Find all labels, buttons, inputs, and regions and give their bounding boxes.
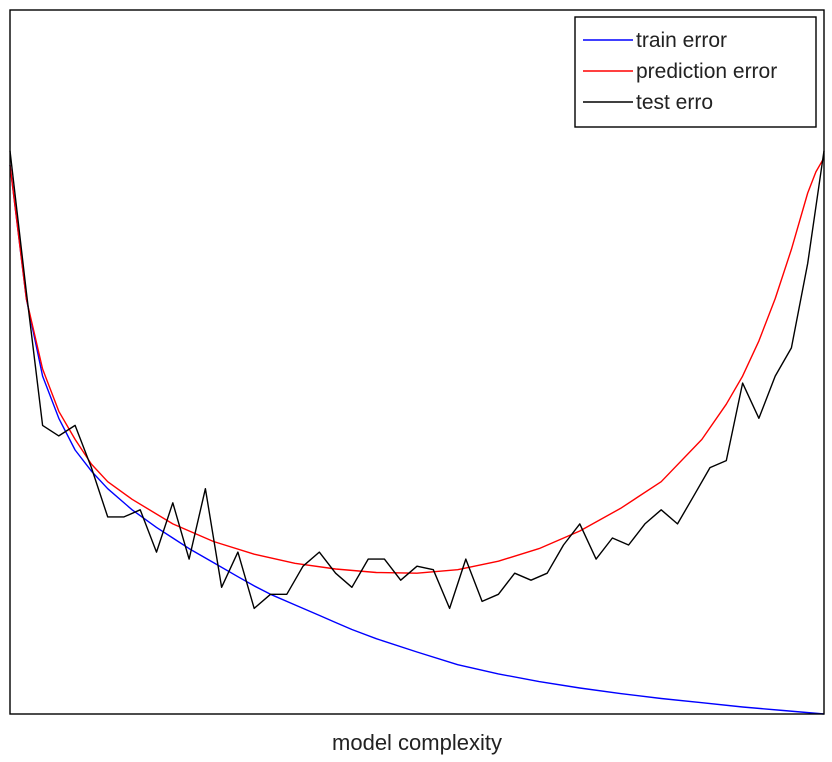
legend-label-test-erro: test erro [636, 91, 713, 114]
legend-box [574, 16, 817, 128]
series-line-train-error [9, 164, 825, 715]
x-axis-label: model complexity [332, 730, 502, 755]
series-line-test-erro [9, 150, 825, 610]
series-layer [9, 150, 825, 715]
legend-label-prediction-error: prediction error [636, 60, 777, 83]
legend: train error prediction error test erro [574, 16, 817, 128]
legend-label-train-error: train error [636, 29, 727, 52]
plot-frame [9, 9, 825, 715]
